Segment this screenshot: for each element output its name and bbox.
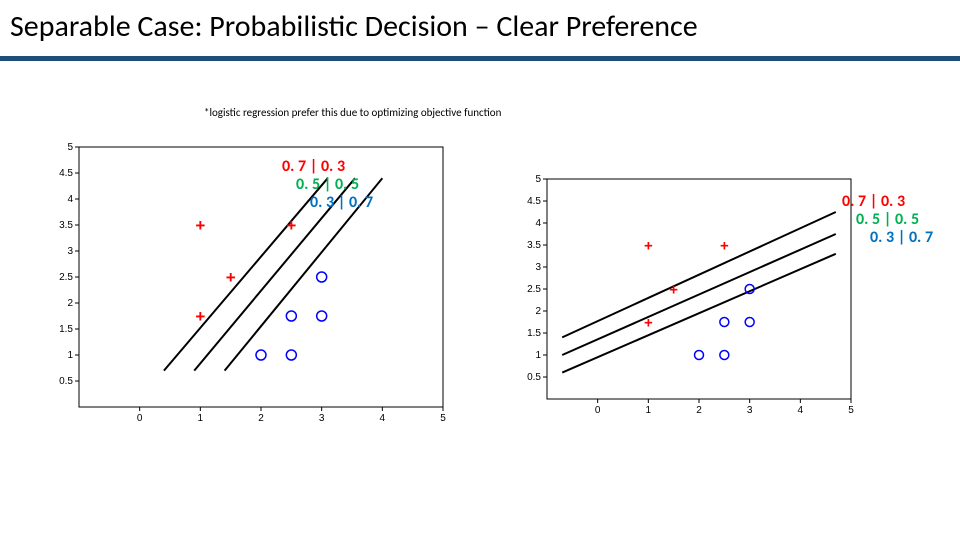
svg-text:1.5: 1.5 [527, 328, 541, 339]
probability-labels-left: 0. 7 | 0. 30. 5 | 0. 50. 3 | 0. 7 [282, 158, 373, 212]
svg-text:5: 5 [67, 143, 73, 153]
svg-text:3: 3 [319, 413, 325, 424]
svg-text:4: 4 [67, 194, 73, 205]
svg-text:+: + [720, 237, 729, 254]
svg-text:1: 1 [67, 350, 73, 361]
svg-text:2: 2 [535, 306, 541, 317]
svg-text:2.5: 2.5 [527, 284, 541, 295]
svg-text:5: 5 [535, 175, 541, 185]
svg-text:0: 0 [137, 413, 143, 424]
prob-label: 0. 7 | 0. 3 [842, 193, 933, 211]
svg-text:0: 0 [595, 405, 601, 416]
probability-labels-right: 0. 7 | 0. 30. 5 | 0. 50. 3 | 0. 7 [842, 193, 933, 247]
svg-text:2: 2 [67, 298, 73, 309]
svg-text:+: + [195, 216, 205, 235]
svg-text:1.5: 1.5 [59, 324, 73, 335]
svg-text:4: 4 [380, 413, 386, 424]
svg-text:+: + [669, 281, 678, 298]
prob-label: 0. 3 | 0. 7 [310, 194, 373, 212]
svg-text:1: 1 [535, 350, 541, 361]
svg-text:1: 1 [198, 413, 204, 424]
svg-text:3.5: 3.5 [59, 220, 73, 231]
footnote-text: *logistic regression prefer this due to … [204, 106, 501, 119]
prob-label: 0. 7 | 0. 3 [282, 158, 373, 176]
title-rule [0, 56, 960, 61]
svg-text:3: 3 [67, 246, 73, 257]
scatter-plot-right: 0.5 1 1.5 2 2.5 3 3.5 4 4.5 5 0 1 2 3 4 5 + + + + [515, 175, 855, 419]
svg-text:4.5: 4.5 [59, 168, 73, 179]
svg-text:1: 1 [646, 405, 652, 416]
svg-text:4: 4 [798, 405, 804, 416]
svg-text:+: + [226, 268, 236, 287]
svg-text:2.5: 2.5 [59, 272, 73, 283]
svg-text:3: 3 [535, 262, 541, 273]
svg-text:+: + [644, 314, 653, 331]
scatter-plot-left: 0.5 1 1.5 2 2.5 3 3.5 4 4.5 5 0 1 2 3 4 5 + + + + [47, 143, 447, 427]
svg-text:4.5: 4.5 [527, 196, 541, 207]
prob-label: 0. 3 | 0. 7 [870, 229, 933, 247]
prob-label: 0. 5 | 0. 5 [296, 176, 373, 194]
svg-text:0.5: 0.5 [59, 376, 73, 387]
svg-text:+: + [195, 307, 205, 326]
svg-text:5: 5 [848, 405, 854, 416]
svg-text:3: 3 [747, 405, 753, 416]
svg-text:2: 2 [258, 413, 264, 424]
svg-text:4: 4 [535, 218, 541, 229]
svg-text:2: 2 [696, 405, 702, 416]
prob-label: 0. 5 | 0. 5 [856, 211, 933, 229]
svg-text:5: 5 [440, 413, 446, 424]
svg-text:3.5: 3.5 [527, 240, 541, 251]
svg-text:+: + [644, 237, 653, 254]
slide-title: Separable Case: Probabilistic Decision –… [10, 8, 698, 45]
svg-text:0.5: 0.5 [527, 372, 541, 383]
svg-text:+: + [286, 216, 296, 235]
